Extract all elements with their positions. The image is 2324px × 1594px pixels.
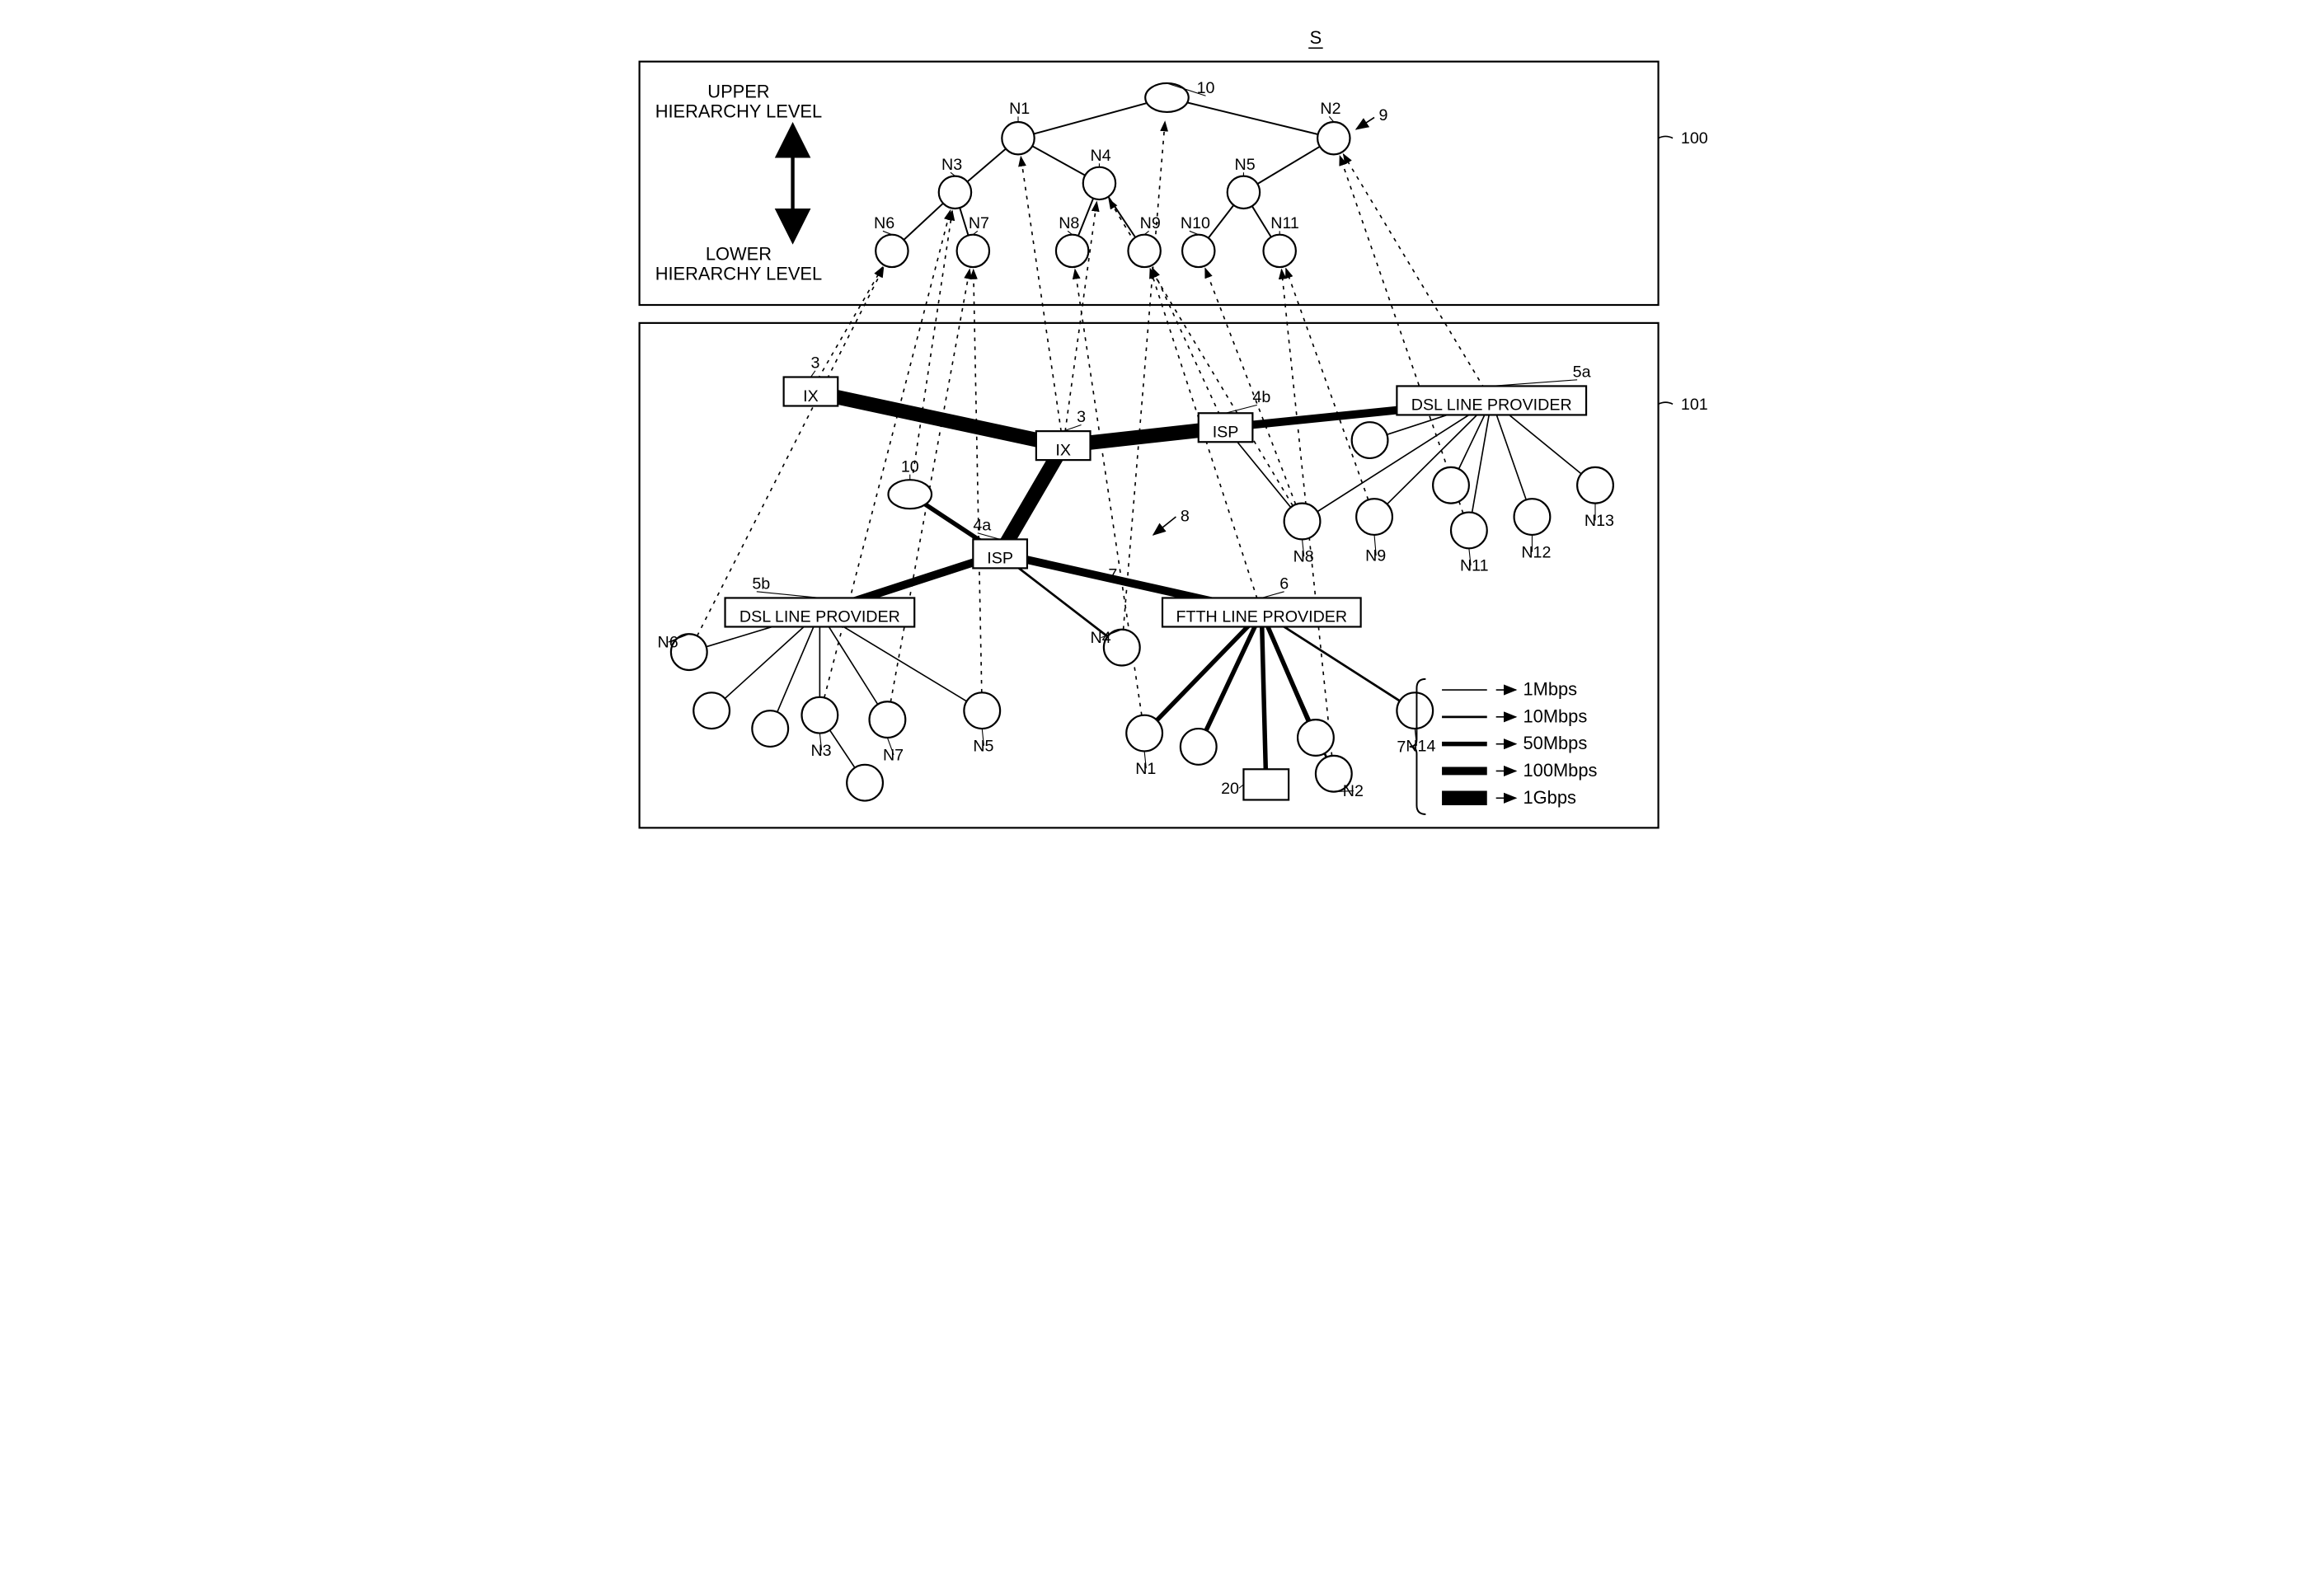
svg-text:LOWER: LOWER — [705, 243, 771, 264]
svg-text:ISP: ISP — [1212, 424, 1238, 442]
svg-text:HIERARCHY LEVEL: HIERARCHY LEVEL — [655, 101, 821, 122]
svg-text:6: 6 — [1279, 575, 1289, 593]
svg-text:HIERARCHY LEVEL: HIERARCHY LEVEL — [655, 263, 821, 284]
svg-text:50Mbps: 50Mbps — [1523, 733, 1587, 753]
svg-text:3: 3 — [1077, 408, 1086, 426]
svg-text:IX: IX — [1055, 441, 1071, 459]
svg-text:7: 7 — [1108, 566, 1117, 584]
svg-text:S: S — [1309, 27, 1322, 48]
svg-text:UPPER: UPPER — [707, 81, 769, 101]
svg-text:10: 10 — [1196, 79, 1214, 97]
svg-text:N13: N13 — [1584, 512, 1613, 530]
svg-text:N7: N7 — [968, 214, 988, 232]
diagram-canvas: S100101UPPERHIERARCHY LEVELLOWERHIERARCH… — [585, 16, 1739, 882]
svg-text:N10: N10 — [1180, 214, 1209, 232]
svg-text:N11: N11 — [1270, 214, 1299, 232]
svg-text:ISP: ISP — [987, 550, 1013, 568]
svg-text:10Mbps: 10Mbps — [1523, 706, 1587, 726]
svg-text:101: 101 — [1680, 396, 1707, 414]
svg-text:N6: N6 — [874, 214, 894, 232]
svg-text:N2: N2 — [1342, 782, 1363, 800]
svg-text:5a: 5a — [1572, 363, 1590, 382]
svg-text:N5: N5 — [973, 737, 993, 755]
svg-text:N2: N2 — [1320, 100, 1340, 118]
svg-text:10: 10 — [900, 457, 918, 476]
svg-text:3: 3 — [810, 354, 819, 373]
svg-text:8: 8 — [1180, 508, 1189, 526]
svg-text:1Mbps: 1Mbps — [1523, 679, 1577, 700]
svg-text:7: 7 — [1397, 738, 1406, 757]
svg-text:N1: N1 — [1135, 760, 1156, 778]
svg-text:N9: N9 — [1365, 547, 1386, 565]
svg-text:9: 9 — [1378, 106, 1387, 124]
svg-text:N8: N8 — [1059, 214, 1079, 232]
svg-text:IX: IX — [803, 387, 819, 406]
svg-text:100Mbps: 100Mbps — [1523, 760, 1597, 781]
svg-text:N3: N3 — [941, 156, 962, 174]
svg-text:N1: N1 — [1009, 100, 1030, 118]
svg-text:N12: N12 — [1521, 543, 1551, 561]
svg-text:4b: 4b — [1252, 388, 1270, 406]
svg-text:N5: N5 — [1234, 156, 1255, 174]
svg-text:20: 20 — [1221, 780, 1239, 798]
svg-text:1Gbps: 1Gbps — [1523, 787, 1575, 808]
svg-text:5b: 5b — [752, 575, 770, 593]
svg-text:N6: N6 — [657, 634, 678, 652]
svg-text:FTTH LINE PROVIDER: FTTH LINE PROVIDER — [1176, 608, 1347, 626]
svg-text:4a: 4a — [973, 516, 991, 534]
svg-text:100: 100 — [1680, 129, 1707, 148]
svg-text:N11: N11 — [1459, 557, 1488, 575]
svg-text:N3: N3 — [810, 742, 831, 760]
svg-text:DSL LINE PROVIDER: DSL LINE PROVIDER — [1411, 396, 1571, 415]
svg-text:N8: N8 — [1293, 548, 1313, 566]
svg-text:N9: N9 — [1139, 214, 1160, 232]
svg-text:N4: N4 — [1090, 147, 1110, 165]
svg-text:N7: N7 — [882, 746, 903, 764]
svg-text:N4: N4 — [1090, 629, 1110, 647]
svg-text:DSL LINE PROVIDER: DSL LINE PROVIDER — [739, 608, 899, 626]
